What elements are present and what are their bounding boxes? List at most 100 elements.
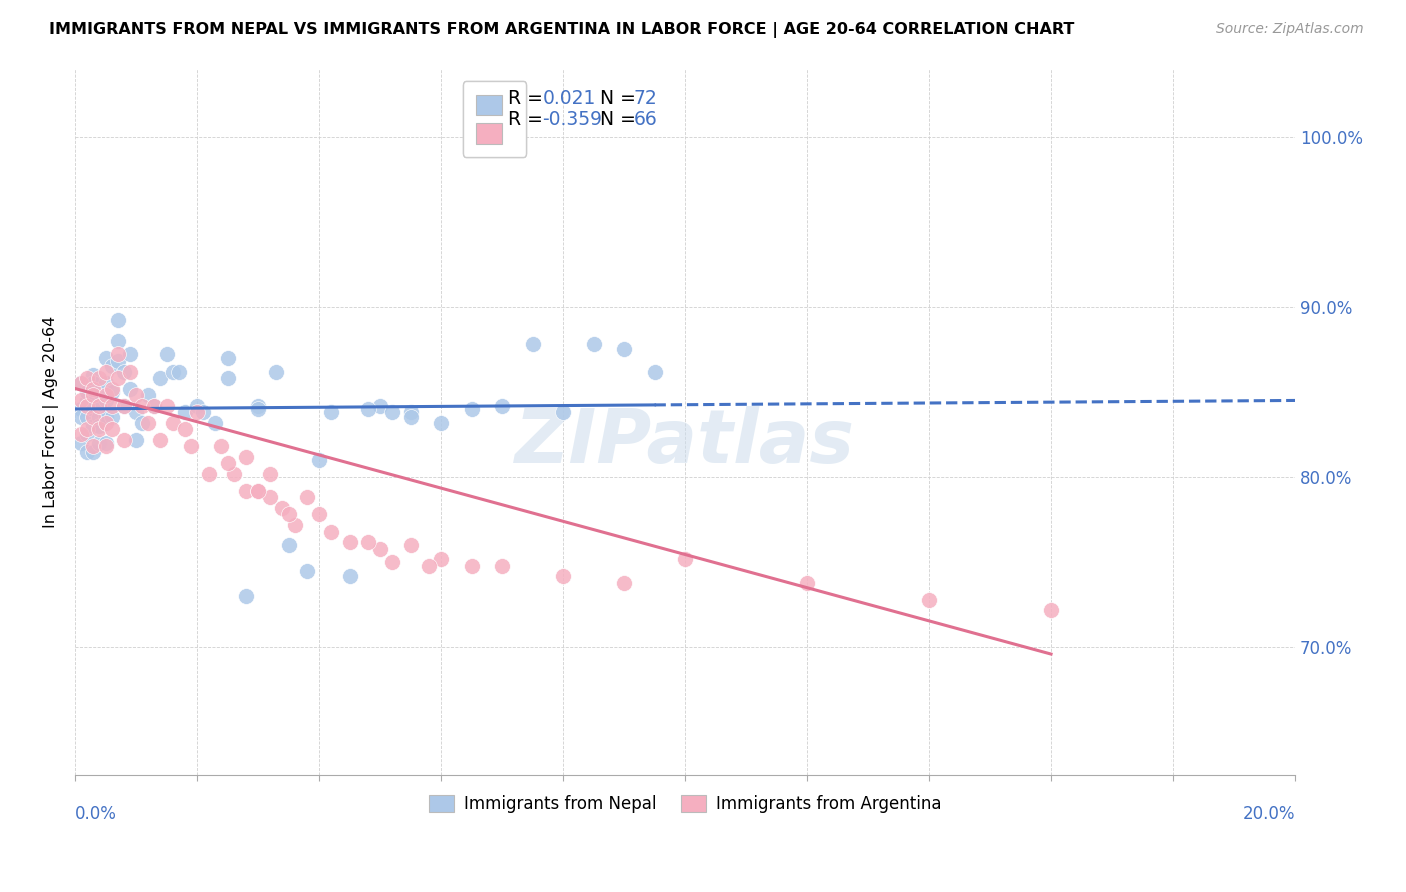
Point [167, 364, 190, 378]
Point [125, 388, 148, 402]
Point [89, 436, 111, 450]
Point [107, 371, 129, 385]
Point [295, 491, 318, 505]
Point [162, 416, 184, 430]
Point [217, 371, 239, 385]
Point [89, 371, 111, 385]
Point [399, 405, 422, 419]
Point [94, 439, 117, 453]
Point [321, 524, 343, 539]
Point [673, 551, 696, 566]
Point [284, 517, 307, 532]
Text: R =: R = [508, 88, 548, 108]
Point [118, 364, 141, 378]
Point [368, 541, 391, 556]
Point [217, 351, 239, 365]
Point [551, 405, 574, 419]
Point [186, 405, 208, 419]
Point [186, 399, 208, 413]
Point [266, 364, 288, 378]
Point [247, 399, 270, 413]
Point [82, 401, 104, 416]
Point [211, 439, 233, 453]
Point [173, 422, 195, 436]
Point [235, 483, 257, 498]
Point [70, 401, 93, 416]
Point [155, 399, 177, 413]
Text: R =: R = [508, 110, 548, 128]
Point [430, 551, 453, 566]
Point [70, 427, 93, 442]
Point [381, 405, 404, 419]
Point [321, 405, 343, 419]
Point [582, 337, 605, 351]
Point [1040, 603, 1063, 617]
Point [112, 399, 135, 413]
Point [82, 444, 104, 458]
Point [399, 538, 422, 552]
Point [259, 491, 281, 505]
Point [76, 444, 98, 458]
Y-axis label: In Labor Force | Age 20-64: In Labor Force | Age 20-64 [44, 316, 59, 528]
Point [143, 399, 166, 413]
Point [82, 368, 104, 382]
Point [70, 410, 93, 425]
Point [70, 376, 93, 391]
Point [82, 410, 104, 425]
Point [796, 575, 818, 590]
Text: ZIPatlas: ZIPatlas [515, 407, 855, 479]
Point [100, 422, 122, 436]
Point [107, 347, 129, 361]
Point [277, 538, 299, 552]
Point [131, 416, 153, 430]
Point [76, 393, 98, 408]
Point [125, 433, 148, 447]
Point [100, 382, 122, 396]
Point [76, 422, 98, 436]
Point [82, 393, 104, 408]
Point [136, 388, 159, 402]
Point [89, 384, 111, 399]
Point [430, 416, 453, 430]
Point [118, 382, 141, 396]
Point [100, 399, 122, 413]
Point [82, 419, 104, 434]
Point [89, 401, 111, 416]
Point [131, 399, 153, 413]
Legend: Immigrants from Nepal, Immigrants from Argentina: Immigrants from Nepal, Immigrants from A… [422, 788, 948, 820]
Point [94, 436, 117, 450]
Point [94, 410, 117, 425]
Point [551, 568, 574, 582]
Point [193, 405, 215, 419]
Text: N =: N = [600, 88, 641, 108]
Point [217, 457, 239, 471]
Point [247, 401, 270, 416]
Point [76, 371, 98, 385]
Point [112, 433, 135, 447]
Text: 20.0%: 20.0% [1243, 805, 1295, 823]
Point [277, 508, 299, 522]
Point [418, 558, 440, 573]
Point [70, 376, 93, 391]
Point [198, 467, 221, 481]
Point [143, 399, 166, 413]
Point [339, 568, 361, 582]
Point [89, 422, 111, 436]
Point [76, 384, 98, 399]
Point [82, 388, 104, 402]
Point [94, 351, 117, 365]
Point [460, 558, 482, 573]
Point [107, 334, 129, 348]
Point [94, 393, 117, 408]
Point [644, 364, 666, 378]
Point [82, 439, 104, 453]
Point [100, 359, 122, 374]
Text: 72: 72 [634, 88, 658, 108]
Text: N =: N = [600, 110, 641, 128]
Point [89, 410, 111, 425]
Point [70, 393, 93, 408]
Point [357, 534, 380, 549]
Point [155, 347, 177, 361]
Point [76, 399, 98, 413]
Point [271, 500, 294, 515]
